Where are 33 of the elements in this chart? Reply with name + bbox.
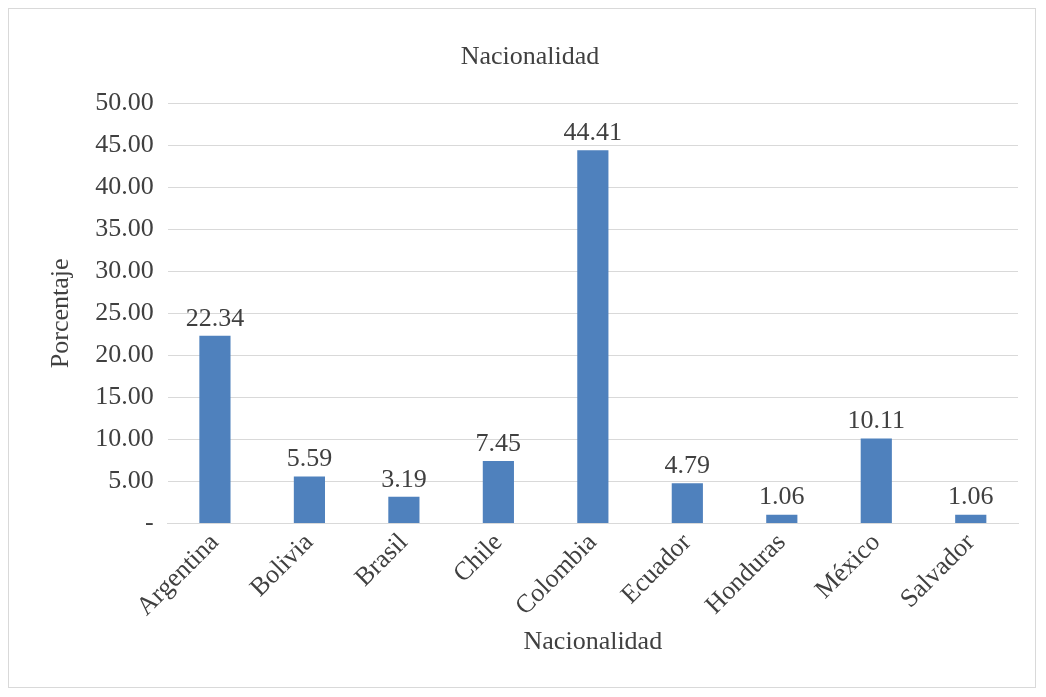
bar: [577, 150, 609, 524]
data-label: 44.41: [563, 117, 623, 147]
y-tick-label: 25.00: [95, 297, 154, 327]
data-label: 1.06: [948, 481, 994, 511]
data-label: 3.19: [381, 463, 427, 493]
x-axis-title: Nacionalidad: [523, 626, 663, 656]
bar: [199, 335, 231, 524]
bar: [671, 483, 703, 524]
y-tick-label: 35.00: [95, 213, 154, 243]
bar: [955, 514, 987, 524]
chart-title: Nacionalidad: [460, 41, 600, 71]
y-tick-label: 5.00: [108, 465, 154, 495]
data-label: 22.34: [185, 302, 245, 332]
x-tick-label: Chile: [447, 527, 508, 588]
y-tick-label: 45.00: [95, 129, 154, 159]
bar: [766, 514, 798, 524]
y-tick-label: -: [145, 507, 154, 537]
y-axis-title: Porcentaje: [45, 258, 75, 369]
y-tick-label: 10.00: [95, 423, 154, 453]
data-label: 1.06: [759, 481, 805, 511]
data-label: 4.79: [664, 450, 711, 480]
bar: [293, 476, 326, 524]
data-label: 10.11: [847, 405, 906, 435]
y-tick-label: 40.00: [95, 171, 154, 201]
bar: [388, 496, 420, 524]
bar: [860, 438, 892, 524]
data-label: 7.45: [475, 427, 522, 457]
y-tick-label: 15.00: [95, 381, 154, 411]
data-label: 5.59: [286, 443, 333, 473]
bar: [482, 460, 514, 524]
y-tick-label: 50.00: [95, 87, 154, 117]
y-tick-label: 30.00: [95, 255, 154, 285]
y-tick-label: 20.00: [95, 339, 154, 369]
